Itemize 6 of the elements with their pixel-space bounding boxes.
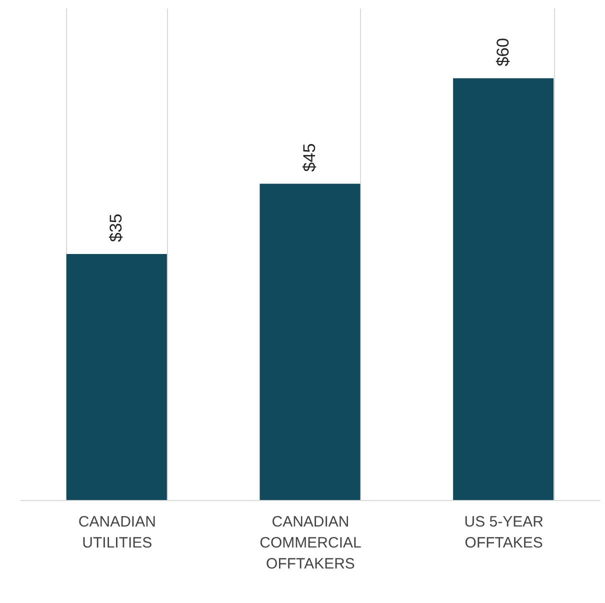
data-label: $35: [106, 214, 126, 242]
x-tick-label: CANADIAN UTILITIES: [78, 514, 156, 552]
data-label: $45: [300, 143, 319, 172]
x-tick-label: CANADIAN COMMERCIAL OFFTAKERS: [260, 514, 362, 572]
data-label: $60: [493, 38, 512, 66]
x-tick-label: US 5-YEAR OFFTAKES: [464, 514, 544, 552]
